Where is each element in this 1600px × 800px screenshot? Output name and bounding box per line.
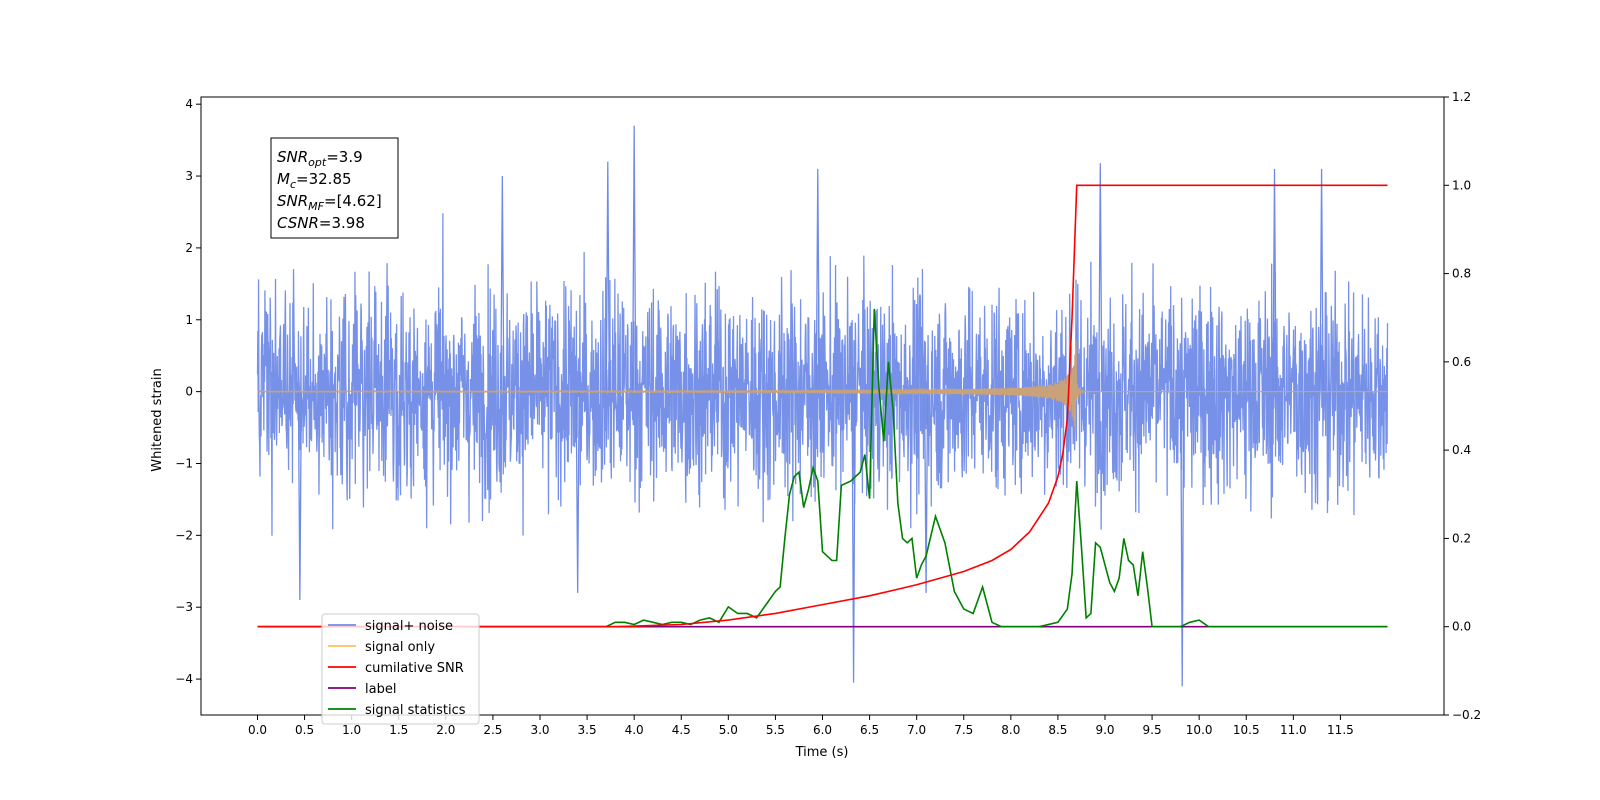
y2-tick-label: 0.4 xyxy=(1452,443,1471,457)
x-tick-label: 1.0 xyxy=(342,723,361,737)
x-tick-label: 11.5 xyxy=(1327,723,1354,737)
y-tick-label: 1 xyxy=(185,313,193,327)
noise-spike xyxy=(297,391,303,601)
y2-tick-label: 0.0 xyxy=(1452,620,1471,634)
x-tick-label: 8.0 xyxy=(1001,723,1020,737)
noise-spike xyxy=(1180,391,1185,687)
y-tick-label: 0 xyxy=(185,385,193,399)
y-tick-label: −4 xyxy=(175,672,193,686)
x-tick-label: 11.0 xyxy=(1280,723,1307,737)
y2-tick-label: 0.6 xyxy=(1452,355,1471,369)
x-tick-label: 0.0 xyxy=(248,723,267,737)
y-axis-left: 4 3 2 1 0 −1 −2 −3 −4 xyxy=(175,97,201,686)
x-tick-label: 7.5 xyxy=(954,723,973,737)
noise-spike xyxy=(632,125,637,392)
legend-label: signal only xyxy=(365,640,435,655)
legend-label: signal+ noise xyxy=(365,619,453,634)
signal-only-series xyxy=(257,340,1388,433)
y2-tick-label: 0.2 xyxy=(1452,531,1471,545)
legend: signal+ noise signal only cumilative SNR la… xyxy=(321,613,480,725)
x-tick-label: 3.5 xyxy=(578,723,597,737)
annotation-line: SNRopt=3.9 xyxy=(277,148,363,169)
cumilative-snr-line xyxy=(257,184,1388,628)
x-axis-label: Time (s) xyxy=(795,745,849,760)
plot-area xyxy=(256,125,1389,687)
x-tick-label: 9.0 xyxy=(1095,723,1114,737)
y-tick-label: 3 xyxy=(185,169,193,183)
y-axis-label: Whitened strain xyxy=(150,368,165,471)
noise-spike xyxy=(923,391,929,593)
x-tick-label: 5.5 xyxy=(766,723,785,737)
legend-frame xyxy=(321,613,480,725)
x-tick-label: 6.0 xyxy=(813,723,832,737)
x-tick-label: 6.5 xyxy=(860,723,879,737)
noise-spike xyxy=(1319,168,1324,392)
noise-spike xyxy=(605,161,610,392)
y-tick-label: 4 xyxy=(185,97,193,111)
y2-tick-label: 1.2 xyxy=(1452,90,1471,104)
annotation-line: CSNR=3.98 xyxy=(277,214,365,232)
x-tick-label: 3.0 xyxy=(530,723,549,737)
signal-noise-series xyxy=(256,125,1389,687)
noise-spike xyxy=(575,391,580,593)
x-tick-label: 0.5 xyxy=(295,723,314,737)
y-tick-label: 2 xyxy=(185,241,193,255)
y-tick-label: −3 xyxy=(175,600,193,614)
x-tick-label: 7.0 xyxy=(907,723,926,737)
x-axis: 0.0 0.5 1.0 1.5 2.0 2.5 3.0 3.5 4.0 4.5 5.0 5.5 6.0 6… xyxy=(248,715,1354,737)
x-tick-label: 1.5 xyxy=(389,723,408,737)
y2-tick-label: 1.0 xyxy=(1452,178,1471,192)
x-tick-label: 10.0 xyxy=(1186,723,1213,737)
legend-label: signal statistics xyxy=(365,703,466,718)
y-tick-label: −2 xyxy=(175,528,193,542)
x-tick-label: 4.0 xyxy=(625,723,644,737)
annotation-frame xyxy=(270,137,399,239)
x-tick-label: 2.5 xyxy=(483,723,502,737)
y-tick-label: −1 xyxy=(175,456,193,470)
y2-tick-label: 0.8 xyxy=(1452,267,1471,281)
x-tick-label: 5.0 xyxy=(719,723,738,737)
x-tick-label: 2.0 xyxy=(436,723,455,737)
annotation-line: Mc=32.85 xyxy=(277,170,352,191)
x-tick-label: 8.5 xyxy=(1048,723,1067,737)
x-tick-label: 10.5 xyxy=(1233,723,1260,737)
annotation-line: SNRMF=[4.62] xyxy=(277,192,382,213)
noise-spike xyxy=(1098,163,1103,392)
signal-statistics-line xyxy=(257,308,1388,628)
noise-spike xyxy=(815,168,820,392)
x-tick-label: 9.5 xyxy=(1143,723,1162,737)
y-axis-right: 1.2 1.0 0.8 0.6 0.4 0.2 0.0 −0.2 xyxy=(1444,90,1481,722)
legend-label: cumilative SNR xyxy=(365,661,464,676)
y2-tick-label: −0.2 xyxy=(1452,708,1481,722)
legend-label: label xyxy=(365,682,396,697)
x-tick-label: 4.5 xyxy=(672,723,691,737)
signal-noise-line xyxy=(256,213,1389,536)
noise-spike xyxy=(1272,168,1277,392)
noise-spike xyxy=(500,176,505,392)
signal-only-line xyxy=(257,340,1388,433)
